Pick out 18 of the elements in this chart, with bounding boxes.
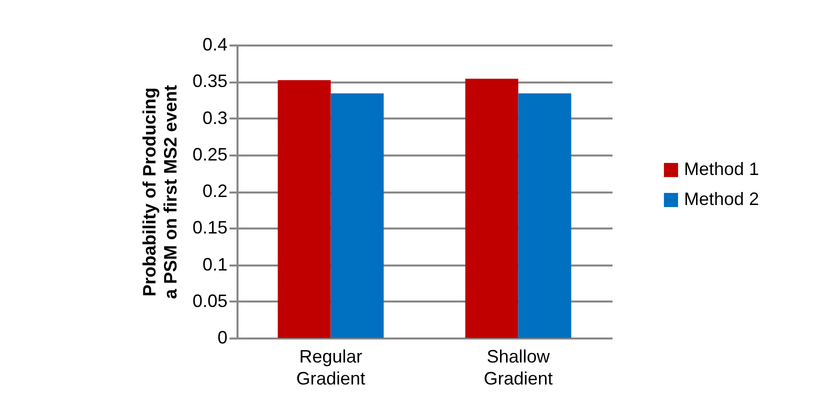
y-tick-label: 0.05: [192, 290, 228, 311]
y-tick-label: 0.35: [192, 71, 228, 92]
y-axis-title: Probability of Producing a PSM on first MS2 event: [139, 84, 180, 300]
x-tick-label: Shallow Gradient: [484, 346, 553, 388]
bar: [518, 93, 572, 338]
legend-label: Method 2: [684, 189, 760, 209]
y-tick-label: 0.2: [202, 181, 228, 201]
y-tick-label: 0: [217, 328, 228, 348]
bar: [278, 80, 331, 338]
bar: [465, 78, 518, 338]
y-tick-label: 0.4: [202, 34, 228, 54]
y-tick-label: 0.1: [202, 254, 228, 274]
legend-label: Method 1: [684, 159, 760, 179]
y-tick-label: 0.25: [192, 144, 228, 164]
bar: [330, 93, 384, 338]
y-tick-label: 0.15: [192, 218, 228, 238]
y-tick-label: 0.3: [202, 108, 228, 128]
x-tick-label: Regular Gradient: [296, 346, 366, 388]
